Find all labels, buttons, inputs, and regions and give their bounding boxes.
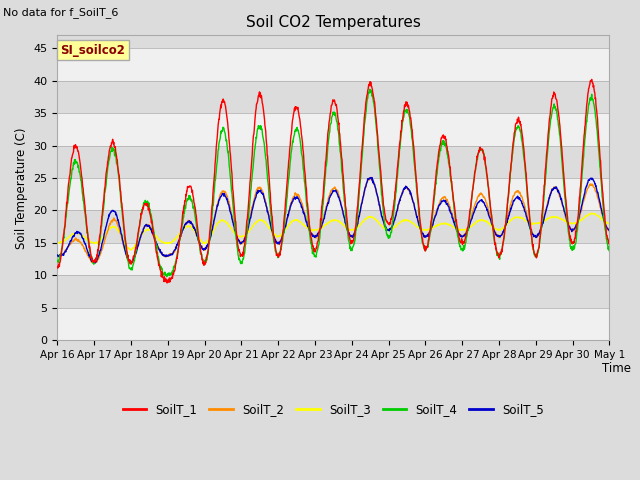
Bar	[58, 276, 609, 308]
Legend: SoilT_1, SoilT_2, SoilT_3, SoilT_4, SoilT_5: SoilT_1, SoilT_2, SoilT_3, SoilT_4, Soil…	[118, 398, 549, 420]
Y-axis label: Soil Temperature (C): Soil Temperature (C)	[15, 127, 28, 249]
Text: SI_soilco2: SI_soilco2	[60, 44, 125, 57]
Bar	[58, 145, 609, 178]
Title: Soil CO2 Temperatures: Soil CO2 Temperatures	[246, 15, 421, 30]
Bar	[58, 308, 609, 340]
Text: No data for f_SoilT_6: No data for f_SoilT_6	[3, 7, 118, 18]
Bar	[58, 113, 609, 145]
Bar	[58, 211, 609, 243]
Bar	[58, 178, 609, 211]
Bar	[58, 48, 609, 81]
X-axis label: Time: Time	[602, 361, 632, 374]
Bar	[58, 243, 609, 276]
Bar	[58, 81, 609, 113]
